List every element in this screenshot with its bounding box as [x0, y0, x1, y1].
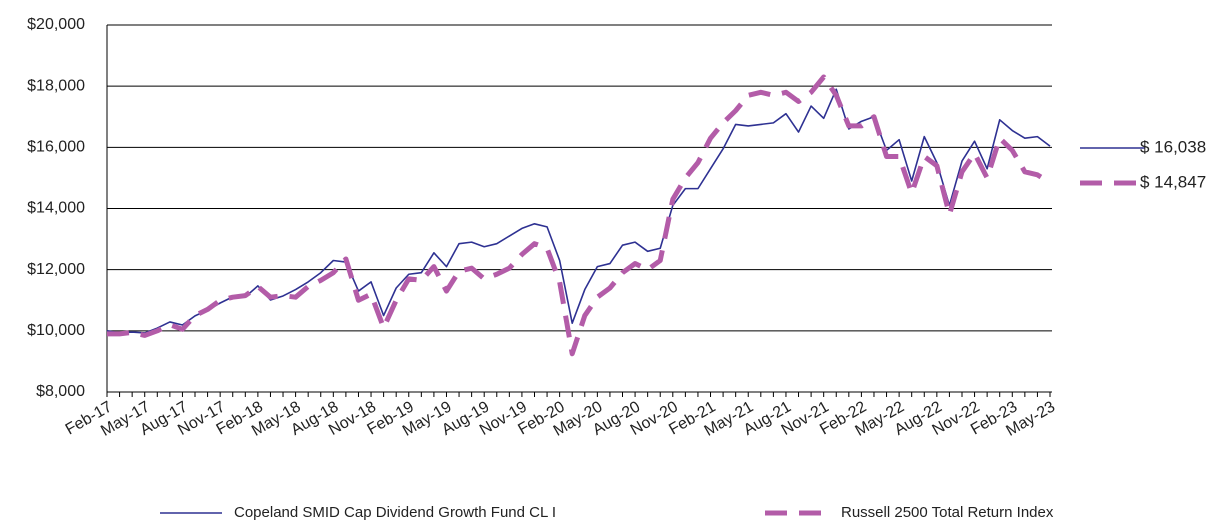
legend-label: Copeland SMID Cap Dividend Growth Fund C… [234, 504, 556, 521]
series-line [107, 74, 1052, 357]
y-tick-label: $16,000 [27, 139, 85, 156]
y-tick-label: $14,000 [27, 200, 85, 217]
y-tick-label: $8,000 [36, 383, 85, 400]
y-tick-label: $10,000 [27, 322, 85, 339]
y-tick-label: $18,000 [27, 77, 85, 94]
y-tick-label: $12,000 [27, 261, 85, 278]
end-label: $ 14,847 [1140, 172, 1206, 191]
legend-label: Russell 2500 Total Return Index [841, 504, 1054, 521]
y-tick-label: $20,000 [27, 16, 85, 33]
end-label: $ 16,038 [1140, 137, 1206, 156]
